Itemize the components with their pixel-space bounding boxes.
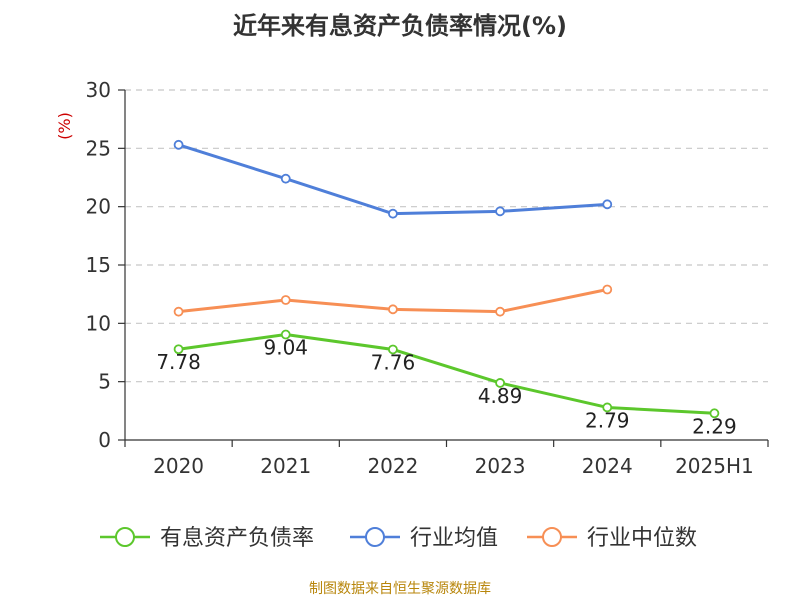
series-1 <box>173 139 613 219</box>
data-point <box>173 139 184 150</box>
x-tick-label: 2021 <box>260 454 311 478</box>
series-2 <box>173 284 613 317</box>
legend-label: 有息资产负债率 <box>160 526 314 551</box>
y-tick-label: 5 <box>98 370 111 394</box>
legend-marker <box>542 527 562 547</box>
y-tick-label: 0 <box>98 428 111 452</box>
data-point <box>495 378 505 388</box>
data-labels: 7.78 9.04 7.76 4.89 2.79 2.29 <box>156 336 736 439</box>
legend-item-1[interactable]: 行业均值 <box>350 526 498 551</box>
series-line <box>178 333 715 415</box>
data-point <box>602 402 613 413</box>
series-0 <box>173 329 720 419</box>
data-label: 7.78 <box>156 350 201 374</box>
data-point <box>495 206 505 217</box>
x-tick-label: 2022 <box>367 454 418 478</box>
y-axis-ticks: 0 5 10 15 20 25 30 <box>86 78 125 452</box>
data-point <box>709 408 720 419</box>
data-point <box>280 295 291 305</box>
x-tick-label: 2020 <box>153 454 204 478</box>
x-axis-ticks: 2020 2021 2022 2023 2024 2025H1 <box>124 440 769 478</box>
legend-label: 行业均值 <box>410 526 498 551</box>
data-point <box>602 199 613 210</box>
y-axis-label: (%) <box>55 112 74 140</box>
y-tick-label: 30 <box>86 78 111 102</box>
data-label: 2.29 <box>692 414 737 438</box>
series-group <box>173 139 720 419</box>
series-line <box>178 143 608 216</box>
chart-title: 近年来有息资产负债率情况(%) <box>233 12 567 40</box>
legend-marker <box>115 527 135 547</box>
data-point <box>495 306 505 317</box>
data-point <box>173 344 184 355</box>
data-label: 2.79 <box>585 408 630 432</box>
data-label: 7.76 <box>371 350 416 374</box>
y-tick-label: 25 <box>86 136 111 160</box>
grid-lines <box>125 89 768 383</box>
legend[interactable]: 有息资产负债率 行业均值 行业中位数 <box>100 526 697 551</box>
legend-item-2[interactable]: 行业中位数 <box>527 526 697 551</box>
data-label: 4.89 <box>478 384 523 408</box>
legend-item-0[interactable]: 有息资产负债率 <box>100 526 314 551</box>
x-tick-label: 2024 <box>582 454 633 478</box>
legend-label: 行业中位数 <box>587 526 697 551</box>
data-point <box>280 329 291 340</box>
data-point <box>388 208 398 219</box>
data-point <box>388 304 398 315</box>
x-tick-label: 2023 <box>475 454 526 478</box>
source-note: 制图数据来自恒生聚源数据库 <box>309 581 491 597</box>
y-tick-label: 20 <box>86 195 111 219</box>
y-tick-label: 10 <box>86 311 111 335</box>
data-point <box>388 344 398 355</box>
data-point <box>173 306 184 317</box>
x-tick-label: 2025H1 <box>675 454 754 478</box>
y-tick-label: 15 <box>86 253 111 277</box>
data-label: 9.04 <box>263 336 308 360</box>
legend-marker <box>365 527 385 547</box>
data-point <box>280 173 291 184</box>
data-point <box>602 284 613 295</box>
